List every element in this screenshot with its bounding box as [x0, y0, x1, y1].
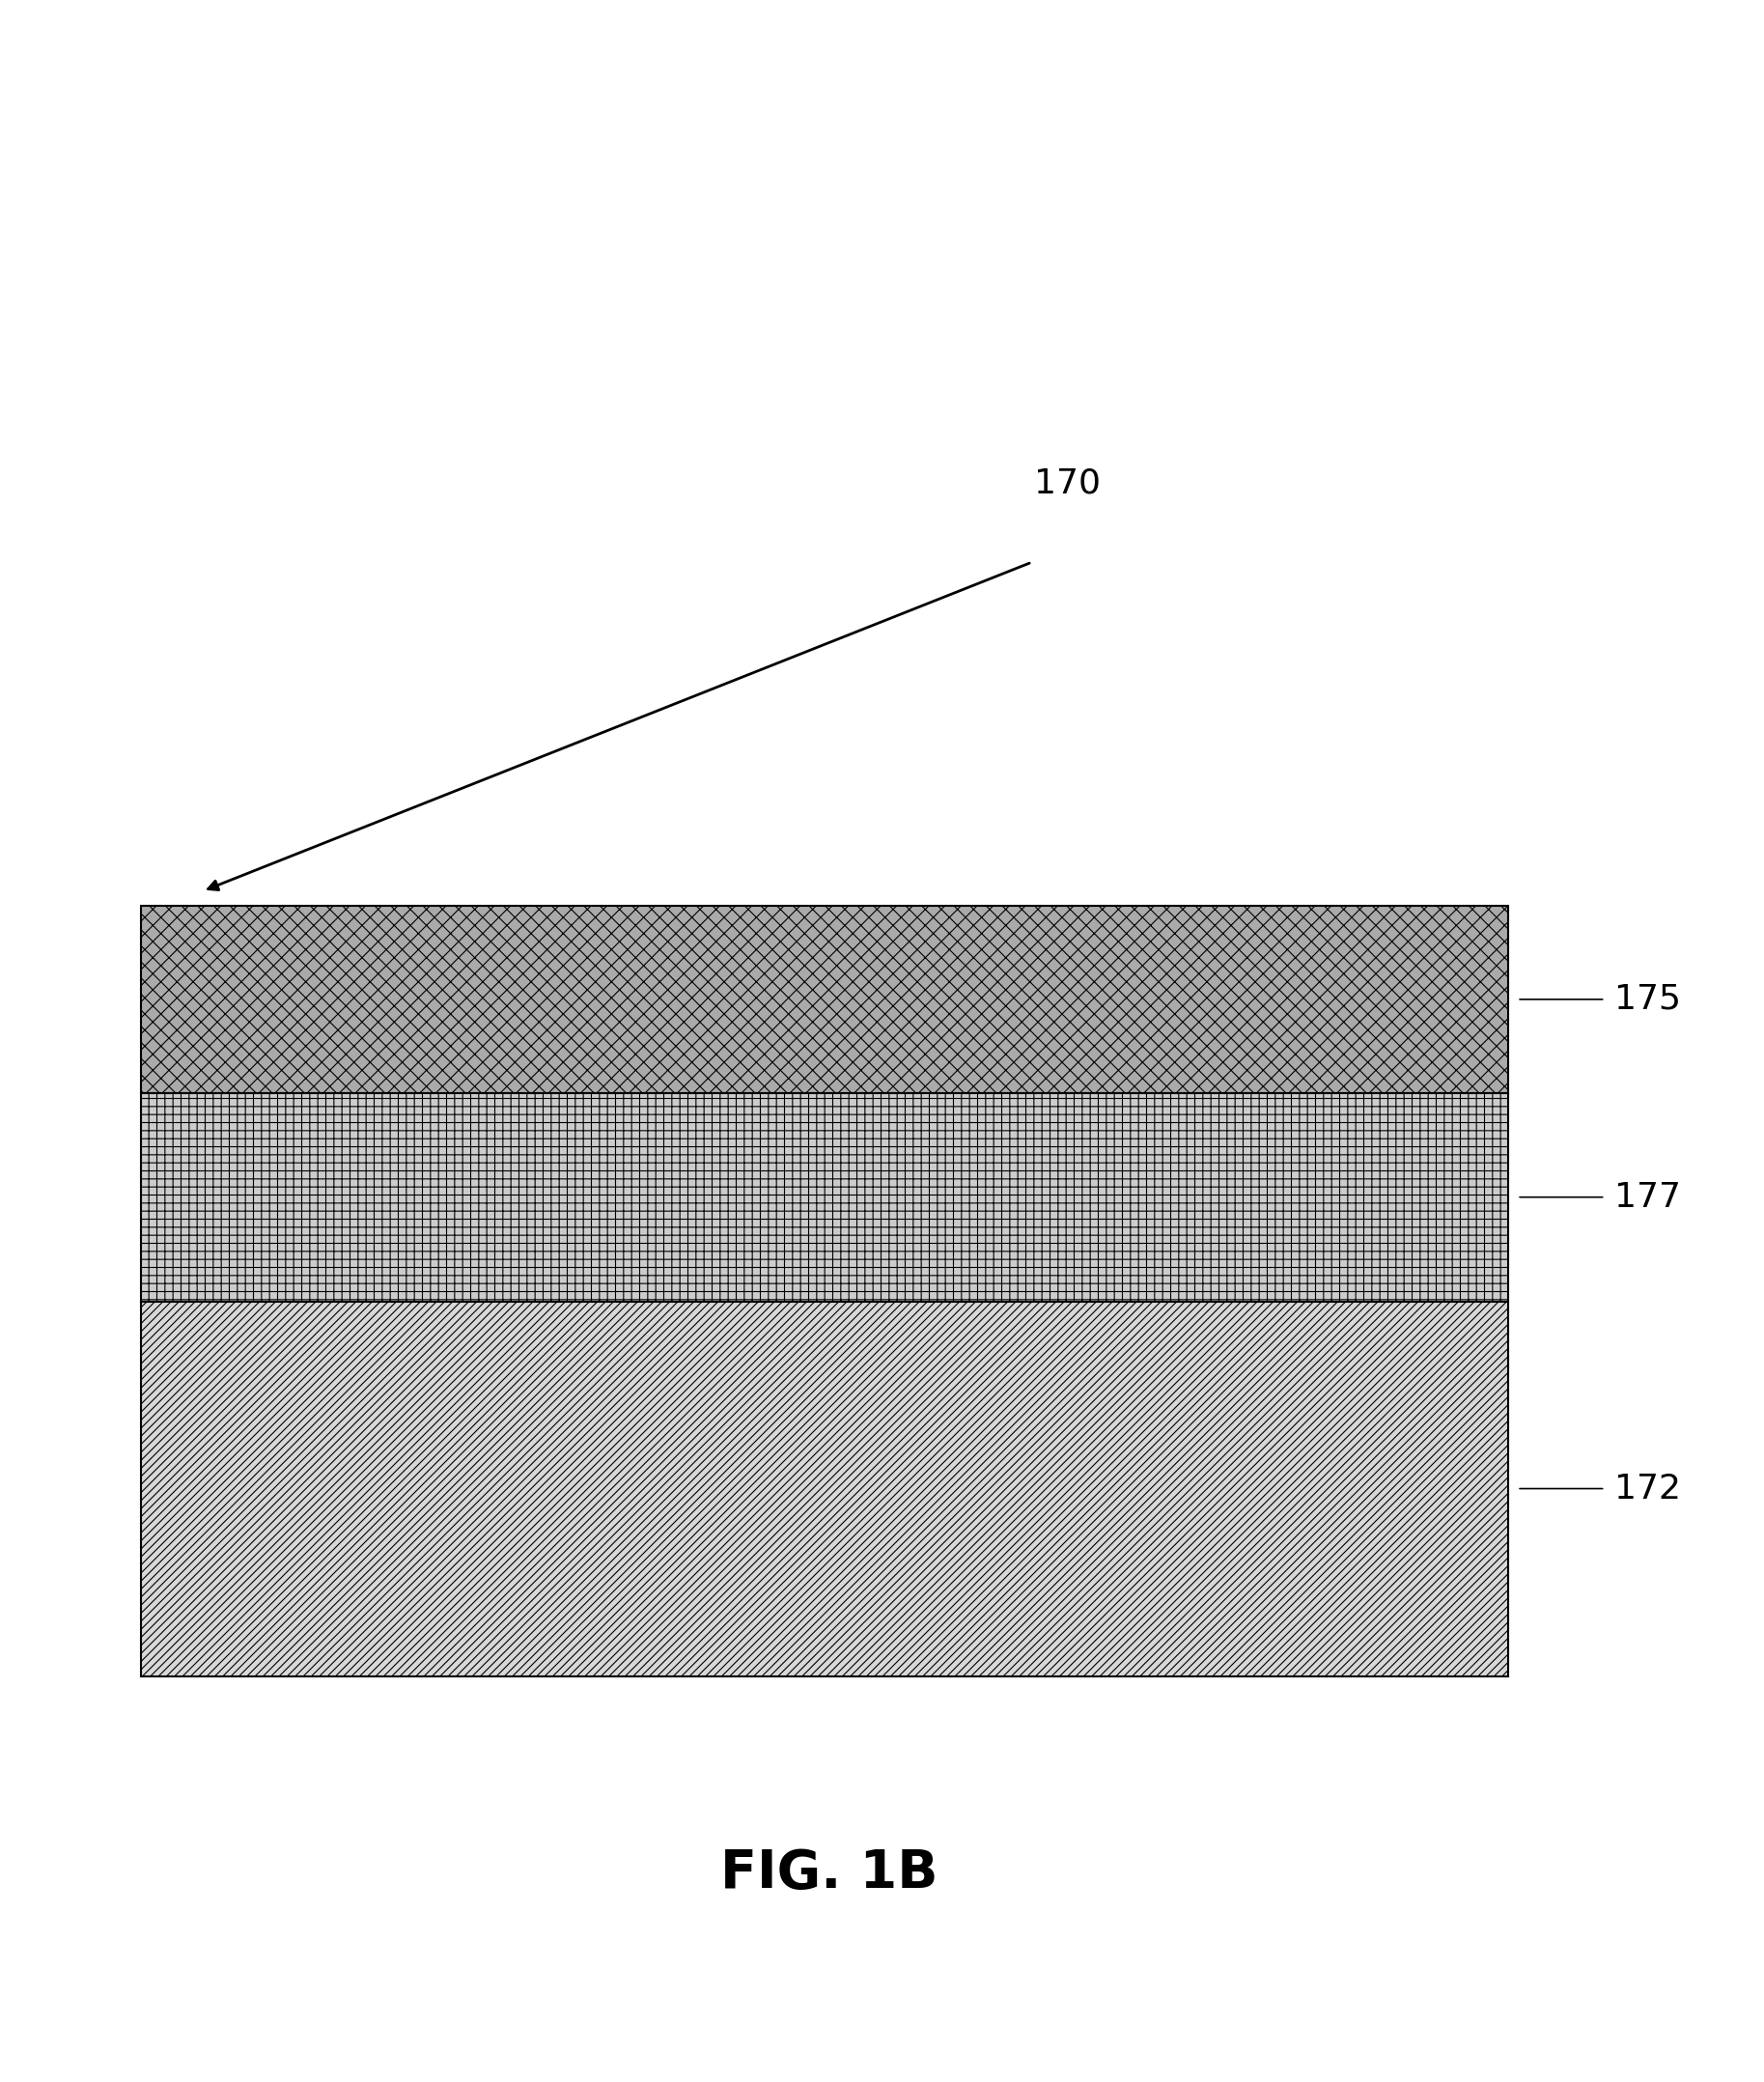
Bar	[141, 1093, 1508, 1301]
Text: 175: 175	[1614, 983, 1681, 1016]
Text: 170: 170	[1034, 466, 1101, 500]
Text: 172: 172	[1614, 1472, 1681, 1505]
Bar	[141, 906, 1508, 1093]
Text: FIG. 1B: FIG. 1B	[720, 1847, 938, 1901]
Bar	[141, 1301, 1508, 1676]
Text: 177: 177	[1614, 1180, 1681, 1214]
